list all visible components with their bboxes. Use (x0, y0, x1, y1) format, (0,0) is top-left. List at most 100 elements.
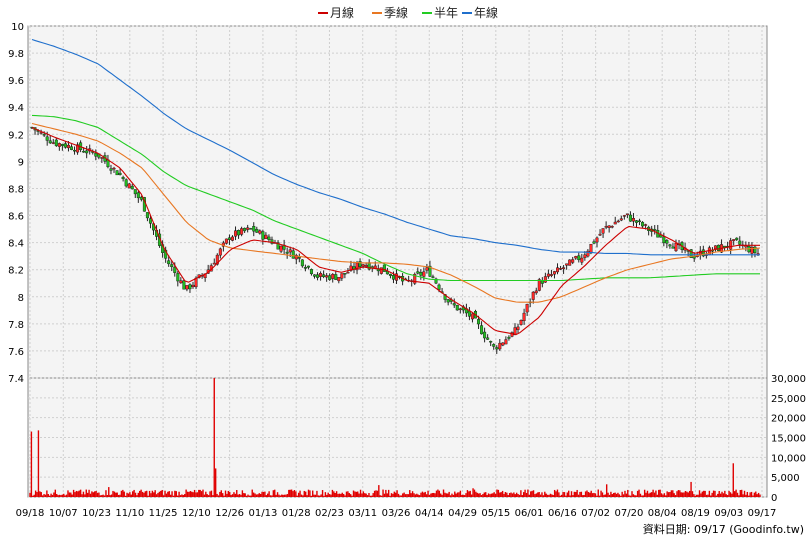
volume-bar (490, 493, 493, 497)
volume-bar (665, 495, 667, 497)
volume-bar (463, 495, 466, 497)
candle-up (516, 326, 520, 330)
volume-bar (558, 492, 560, 497)
candle-down (641, 222, 645, 227)
candle-down (343, 273, 347, 275)
volume-bar (103, 495, 106, 497)
volume-bar (165, 493, 168, 497)
volume-bar (243, 493, 245, 497)
volume-bar (753, 492, 756, 497)
volume-bar (174, 490, 176, 497)
volume-bar (539, 494, 542, 497)
volume-bar (250, 495, 252, 497)
candle-down (492, 344, 496, 347)
date-tick-label: 10/23 (82, 508, 111, 519)
candle-up (258, 230, 262, 234)
volume-bar (431, 493, 433, 497)
volume-bar (181, 494, 183, 497)
volume-bar (627, 489, 629, 497)
volume-bar (289, 489, 291, 497)
volume-bar (579, 491, 581, 497)
candle-down (358, 261, 362, 267)
volume-bar (127, 493, 130, 497)
volume-bar (459, 490, 462, 497)
volume-bar (219, 491, 221, 497)
legend-label: 月線 (330, 5, 354, 20)
volume-bar (624, 490, 626, 497)
volume-bar (386, 493, 388, 497)
volume-bar (482, 494, 484, 497)
volume-bar (382, 489, 384, 497)
candle-down (388, 273, 392, 276)
volume-bar (410, 493, 412, 497)
volume-bar (299, 490, 301, 497)
volume-bar (345, 491, 348, 497)
volume-bar (434, 493, 436, 497)
volume-bar (186, 491, 189, 497)
candle-up (589, 243, 593, 254)
volume-bar (428, 494, 431, 497)
volume-bar (755, 491, 757, 497)
volume-bar (310, 495, 313, 497)
candle-up (571, 259, 575, 263)
volume-bar (444, 492, 446, 497)
volume-bar (611, 494, 614, 497)
price-tick-label: 9.8 (8, 49, 24, 60)
candle-down (94, 152, 98, 157)
volume-bar (587, 492, 590, 497)
candle-down (139, 196, 143, 200)
candle-up (294, 255, 298, 260)
candle-up (534, 290, 538, 294)
candle-down (291, 250, 295, 259)
volume-bar (326, 494, 328, 497)
candle-up (568, 259, 572, 266)
volume-bar (33, 494, 35, 497)
volume-bar (365, 493, 367, 497)
volume-bar (337, 493, 339, 497)
volume-bar (676, 491, 678, 497)
volume-bar (469, 490, 471, 497)
ma-half-year-line (31, 114, 760, 282)
volume-bar (179, 495, 182, 497)
volume-bar (717, 493, 719, 497)
volume-bar (559, 495, 561, 497)
volume-bar (75, 490, 78, 497)
candle-down (419, 272, 423, 276)
volume-bar (101, 495, 103, 497)
candle-down (109, 168, 113, 171)
candle-up (510, 332, 514, 337)
candle-down (735, 237, 739, 240)
volume-bar (279, 495, 282, 497)
volume-bar (752, 495, 754, 497)
volume-bar (70, 492, 72, 497)
date-tick-label: 07/20 (614, 508, 643, 519)
volume-bar (542, 495, 545, 497)
volume-bar (531, 490, 533, 497)
volume-bar (724, 490, 726, 497)
volume-bar (338, 493, 341, 497)
volume-bar (372, 493, 374, 497)
volume-bar (625, 493, 628, 497)
volume-bar (402, 493, 404, 497)
volume-bar (143, 492, 145, 497)
volume-bar (169, 494, 172, 497)
volume-bar (36, 492, 38, 497)
volume-bar (324, 492, 327, 497)
candle-up (522, 312, 526, 321)
volume-bar (475, 491, 477, 497)
volume-bar (520, 490, 522, 497)
volume-bar (424, 491, 426, 497)
volume-bar (171, 491, 173, 497)
volume-bar (735, 489, 737, 497)
volume-bar (506, 492, 508, 497)
volume-bar (88, 489, 90, 497)
volume-bar (39, 491, 41, 497)
volume-bar (134, 492, 137, 497)
volume-bar (631, 491, 633, 497)
candle-down (133, 189, 137, 195)
candle-up (325, 275, 329, 278)
volume-bar (710, 495, 712, 497)
volume-bar (319, 495, 321, 497)
candle-up (66, 144, 70, 149)
candle-up (586, 250, 590, 257)
